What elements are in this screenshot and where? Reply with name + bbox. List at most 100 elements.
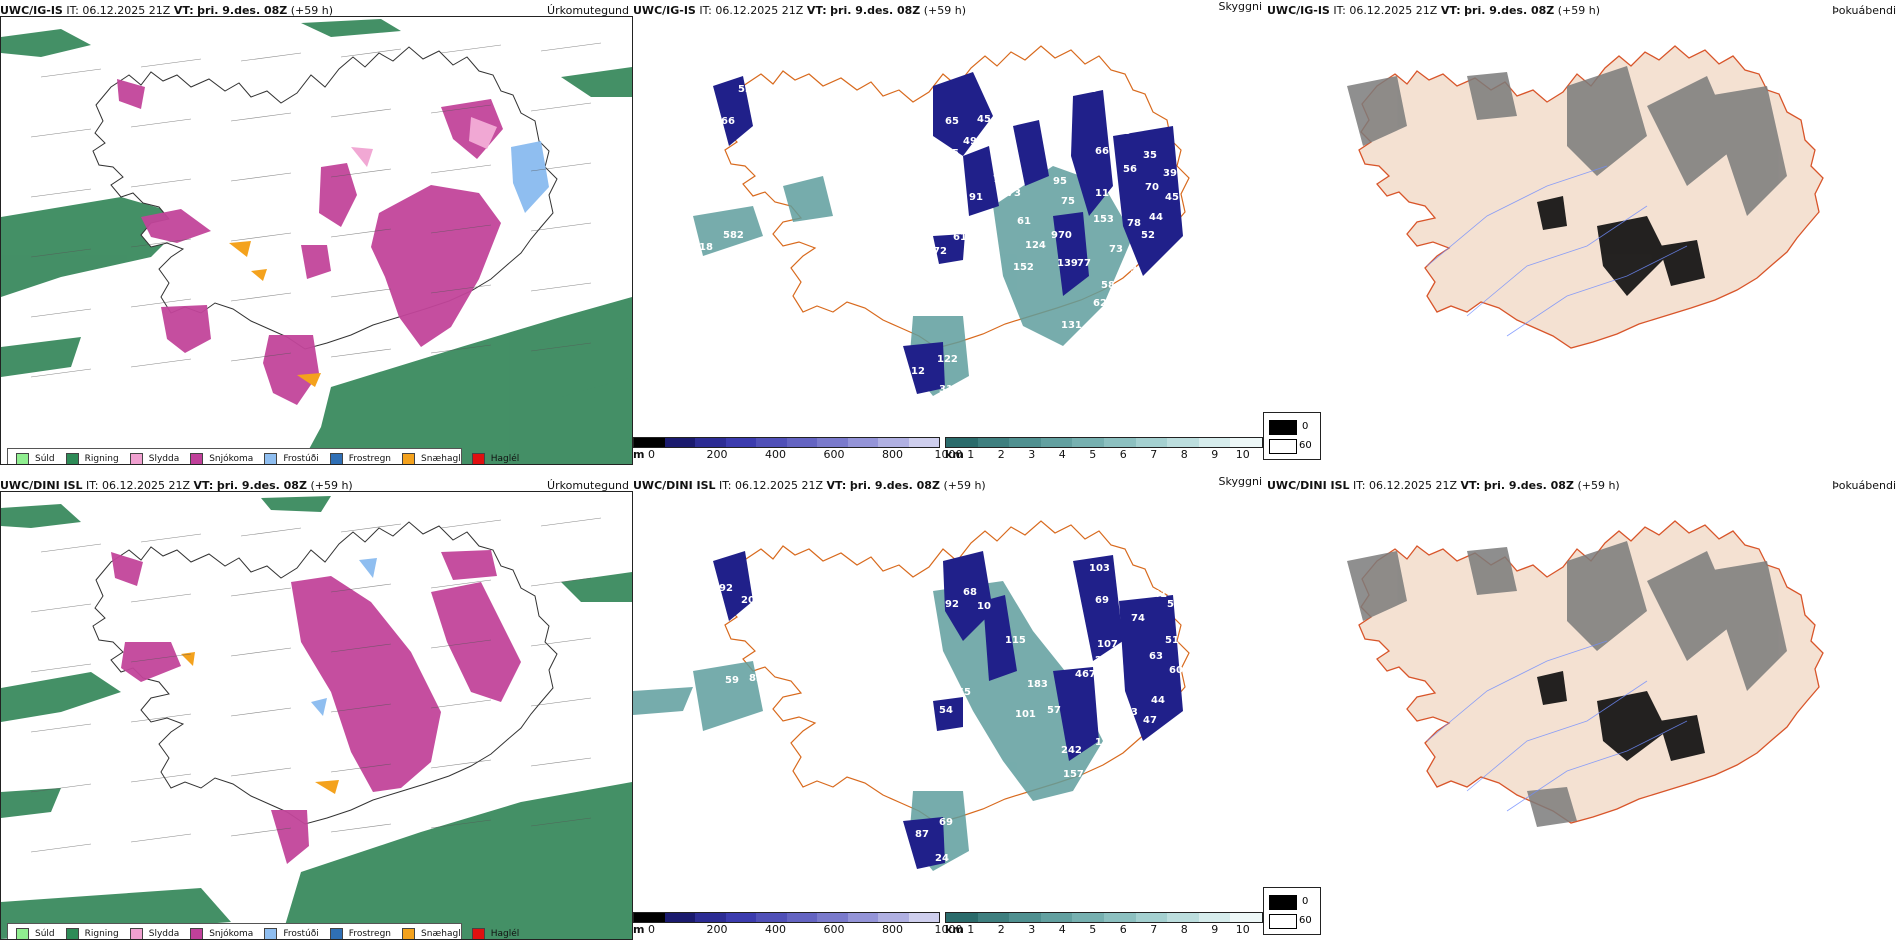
vis-label: 39 (1163, 168, 1177, 179)
height-colorbar (633, 912, 940, 923)
precip-map-frame: Súld Rigning Slydda Snjókoma Frostúði Fr… (0, 16, 633, 465)
legend-swatch (329, 928, 343, 939)
visibility-map: 103 57 69 41 68 92 10 74 50 51 74 115 10… (633, 520, 1190, 871)
vis-label: 51 (1165, 635, 1179, 646)
vis-label: 47 (1143, 715, 1157, 726)
vis-label: 50 (1167, 599, 1181, 610)
colorbar-swatch (695, 913, 726, 922)
precip-map (1, 496, 632, 939)
legend-swatch (129, 928, 143, 939)
legend-swatch (65, 928, 79, 939)
colorbar-swatch (908, 913, 939, 922)
vis-label: 43 (1145, 270, 1159, 281)
legend-item: Frostregn (329, 928, 391, 939)
vis-label: 92 (719, 583, 733, 594)
visibility-panel-row1: UWC/IG-IS IT: 06.12.2025 21Z VT: þri. 9.… (633, 0, 1321, 475)
vis-label: 101 (1015, 709, 1036, 720)
vis-label: 49 (963, 136, 977, 147)
legend-swatch (471, 453, 485, 464)
vis-label: 56 (1123, 164, 1137, 175)
legend-item: Frostúði (264, 453, 319, 464)
panel-title: UWC/DINI ISL IT: 06.12.2025 21Z VT: þri.… (1267, 479, 1620, 492)
vis-label: 59 (725, 675, 739, 686)
legend-swatch (16, 928, 29, 939)
colorbar-swatch (1103, 913, 1136, 922)
vis-label: 73 (993, 174, 1007, 185)
vis-label: 35 (1143, 150, 1157, 161)
vis-label: 73 (1109, 244, 1123, 255)
vis-label: 18 (699, 242, 713, 253)
height-colorbar-ticks: m 0 200 400 600 800 1000 (633, 448, 963, 461)
colorbar-swatch (1167, 438, 1199, 447)
vis-label: 12 (911, 366, 925, 377)
vis-label: 57 (1119, 581, 1133, 592)
vis-label: 20 (741, 595, 755, 606)
colorbar-swatch (1040, 438, 1073, 447)
vis-label: 115 (1005, 635, 1026, 646)
legend-swatch (16, 453, 29, 464)
colorbar-swatch (946, 913, 978, 922)
vis-label: 75 (1061, 196, 1075, 207)
colorbar-swatch (977, 913, 1010, 922)
precip-legend: Súld Rigning Slydda Snjókoma Frostúði Fr… (7, 448, 519, 464)
fog-map (1347, 45, 1824, 349)
vis-label: 24 (935, 853, 949, 864)
vis-label: 73 (1007, 188, 1021, 199)
vis-label: 69 (939, 817, 953, 828)
vis-label: 52 (738, 84, 752, 95)
vis-label: 62 (1093, 298, 1107, 309)
vis-label: 66 (1095, 146, 1109, 157)
colorbar-swatch (786, 913, 817, 922)
legend-item: Snæhagl (402, 928, 461, 939)
panel-title: UWC/IG-IS IT: 06.12.2025 21Z VT: þri. 9.… (633, 4, 967, 17)
product-name: Þokuábendi (1832, 479, 1896, 492)
vis-label: 582 (723, 230, 744, 241)
legend-item: Frostúði (264, 928, 319, 939)
vis-label: 118 (1095, 188, 1116, 199)
vis-label: 55 (1139, 286, 1153, 297)
colorbar-swatch (847, 913, 878, 922)
colorbar-swatch (725, 438, 756, 447)
legend-item: Slydda (129, 928, 179, 939)
fog-map (1347, 520, 1824, 827)
legend-swatch (329, 453, 343, 464)
vis-label: 91 (969, 192, 983, 203)
visibility-labels: 103 57 69 41 68 92 10 74 50 51 74 115 10… (719, 563, 1183, 864)
colorbar-swatch (1072, 438, 1104, 447)
vis-label: 77 (1077, 258, 1091, 269)
km-colorbar (945, 437, 1263, 448)
vis-label: 13 (755, 116, 769, 127)
fog-legend-swatch (1269, 895, 1297, 910)
vis-label: 79 (1025, 100, 1039, 111)
vis-label: 72 (933, 246, 947, 257)
visibility-labels: 52 66 13 65 55 45 49 79 73 73 91 61 72 1… (699, 84, 1179, 395)
visibility-map: 52 66 13 65 55 45 49 79 73 73 91 61 72 1… (693, 45, 1190, 396)
vis-label: 970 (1051, 230, 1072, 241)
colorbar-swatch (1135, 438, 1168, 447)
vis-label: 103 (1089, 563, 1110, 574)
colorbar-swatch (1072, 913, 1104, 922)
colorbar-swatch (817, 438, 848, 447)
colorbar-swatch (1009, 913, 1041, 922)
product-name: Þokuábendi (1832, 4, 1896, 17)
vis-label: 78 (1127, 218, 1141, 229)
colorbar-swatch (786, 438, 817, 447)
vis-label: 122 (937, 354, 958, 365)
vis-label: 65 (945, 116, 959, 127)
colorbar-swatch (1135, 913, 1168, 922)
panel-title: UWC/DINI ISL IT: 06.12.2025 21Z VT: þri.… (633, 479, 986, 492)
legend-swatch (129, 453, 143, 464)
legend-item: Rigning (65, 928, 119, 939)
visibility-panel-row2: UWC/DINI ISL IT: 06.12.2025 21Z VT: þri.… (633, 475, 1321, 950)
vis-label: 74 (1061, 631, 1075, 642)
km-colorbar-ticks: km 1 2 3 4 5 6 7 8 9 10 (945, 923, 1250, 936)
vis-label: 89 (1123, 264, 1137, 275)
vis-label: 74 (1131, 613, 1145, 624)
product-name: Skyggni (1218, 475, 1262, 488)
vis-label: 107 (1097, 639, 1118, 650)
vis-label: 87 (915, 829, 929, 840)
vis-label: 61 (1017, 216, 1031, 227)
vis-label: 65 (1117, 126, 1131, 137)
vis-label: 45 (1165, 192, 1179, 203)
colorbar-swatch (664, 438, 695, 447)
